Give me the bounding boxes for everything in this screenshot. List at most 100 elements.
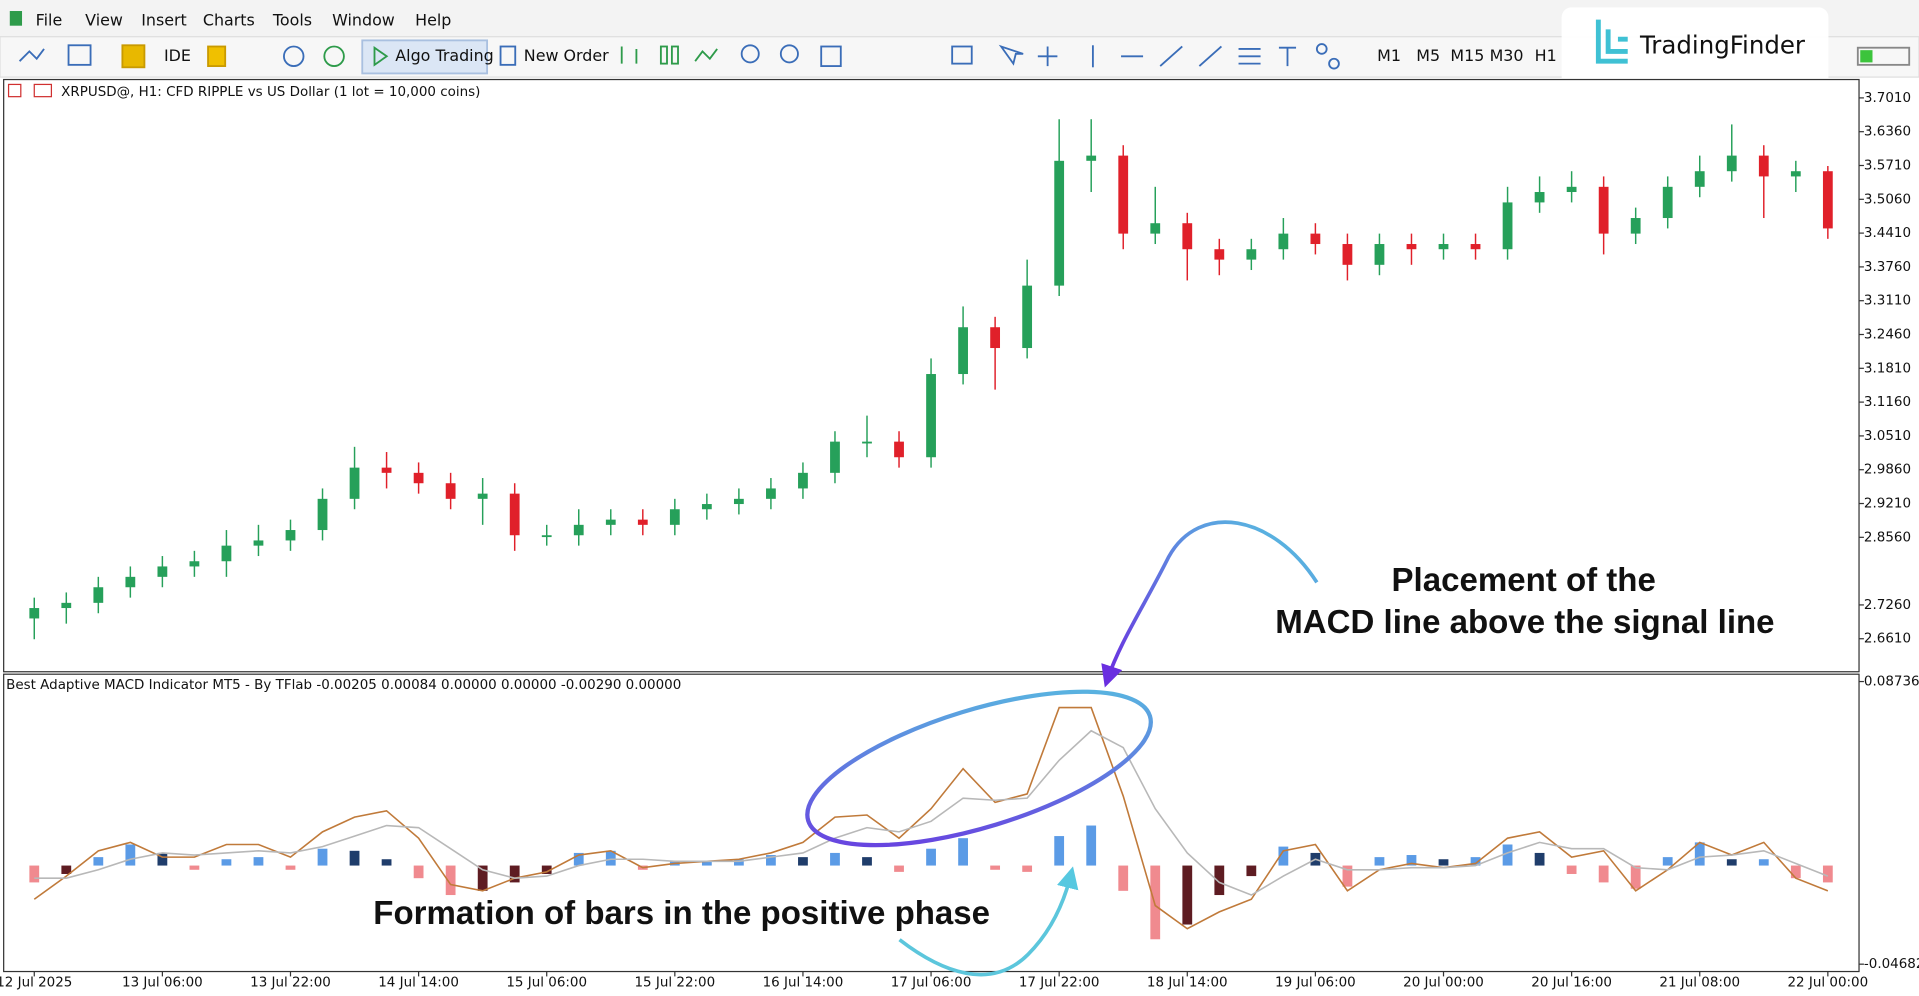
histogram-bar [605,850,616,866]
candle-body [1502,202,1513,250]
candle-body [1470,244,1481,250]
y-tick-label: 3.3760 [1864,260,1911,275]
candle-body [1726,155,1737,172]
candle-body [381,467,392,473]
menu-item[interactable]: Charts [203,10,255,29]
histogram-bar [221,859,232,866]
y-tick-label: -0.04682 [1864,957,1919,972]
candle-body [1790,171,1801,177]
y-tick-label: 3.4410 [1864,226,1911,241]
x-tick-label: 14 Jul 14:00 [378,976,459,991]
candle-body [413,472,424,484]
timeframe-button[interactable]: M15 [1450,46,1484,65]
histogram-bar [1118,865,1129,891]
menu-item[interactable]: Tools [272,10,312,29]
toolbar-icons [18,39,1911,75]
timeframe-button[interactable]: H1 [1535,46,1557,65]
histogram-bar [445,865,456,896]
histogram-bar [349,850,360,866]
annotation: Formation of bars in the positive phase [373,895,990,932]
icon[interactable] [820,45,842,67]
icon[interactable] [1037,46,1058,67]
indicator-line [34,729,1829,896]
candle-body [285,530,296,541]
candle-body [125,576,136,588]
icon[interactable] [694,48,718,62]
timeframe-button[interactable]: M5 [1416,46,1440,65]
candle-body [1694,171,1705,187]
menu-item[interactable]: File [36,10,63,29]
x-tick-label: 15 Jul 06:00 [506,976,587,991]
candle-body [926,374,936,458]
candle-body [1278,233,1289,250]
timeframe-button[interactable]: M30 [1490,46,1524,65]
candle-body [1214,249,1225,260]
menu-item[interactable]: View [85,10,123,29]
button-bg[interactable] [361,39,489,75]
histogram-bar [798,857,808,866]
timeframe-button[interactable]: M1 [1377,46,1401,65]
icon[interactable] [1315,43,1328,55]
icon[interactable] [283,45,305,67]
arrow [1101,520,1319,688]
icon[interactable] [1328,57,1340,70]
menu-item[interactable]: Insert [141,10,187,29]
candle-body [990,327,1001,349]
candle-body [1438,244,1449,250]
candle-body [61,602,72,609]
menu-item[interactable]: Help [415,10,451,29]
y-tick-label: 2.9860 [1864,463,1911,478]
candle-body [1598,186,1609,234]
icon[interactable] [121,44,146,69]
new-order-button[interactable]: New Order [524,46,609,65]
logo-icon [1595,19,1628,64]
icon[interactable] [1238,48,1261,65]
y-tick-label: 2.6610 [1864,632,1911,647]
icon[interactable] [951,45,973,65]
histogram-bar [1790,865,1801,879]
histogram-bar [1534,852,1545,866]
ide-button[interactable]: IDE [164,46,191,65]
icon[interactable] [620,46,638,64]
histogram-bar [61,865,72,874]
candle-body [477,493,488,499]
histogram-bar [1022,865,1033,872]
candle-body [862,441,872,444]
candle-body [1630,218,1641,234]
app-icon [9,11,23,26]
candle-body [766,488,776,499]
y-tick-label: 3.5710 [1864,158,1911,173]
histogram-bar [990,865,1001,870]
icon[interactable] [207,45,227,67]
icon[interactable] [1198,45,1223,67]
y-tick-label: 3.6360 [1864,125,1911,140]
icon[interactable] [670,45,679,65]
x-tick-label: 22 Jul 00:00 [1787,976,1868,991]
timeframes: M1 M5 M15 M30 H1 [1377,46,1557,65]
menu-item[interactable]: Window [332,10,395,29]
candle-body [1758,155,1769,177]
icon[interactable] [373,45,389,67]
icon[interactable] [1159,45,1183,67]
candle-body [349,467,360,499]
icon[interactable] [779,44,799,64]
icon[interactable] [323,45,345,67]
icon[interactable] [740,44,760,64]
icon[interactable] [18,48,45,62]
histogram-bar [573,852,584,866]
candle-body [637,519,648,525]
histogram-bar [125,844,136,866]
icon[interactable] [998,44,1024,66]
candle-body [605,519,616,525]
x-tick-label: 16 Jul 14:00 [763,976,844,991]
histogram-bar [1694,842,1705,866]
icon[interactable] [67,44,92,66]
icon[interactable] [1278,46,1297,67]
connection-level [1860,50,1873,63]
icon[interactable] [659,45,668,65]
algo-trading-button[interactable]: Algo Trading [395,46,493,65]
candle-body [509,493,520,536]
icon[interactable] [499,45,517,66]
histogram-bar [1086,825,1097,866]
y-tick-label: 3.5060 [1864,192,1911,207]
